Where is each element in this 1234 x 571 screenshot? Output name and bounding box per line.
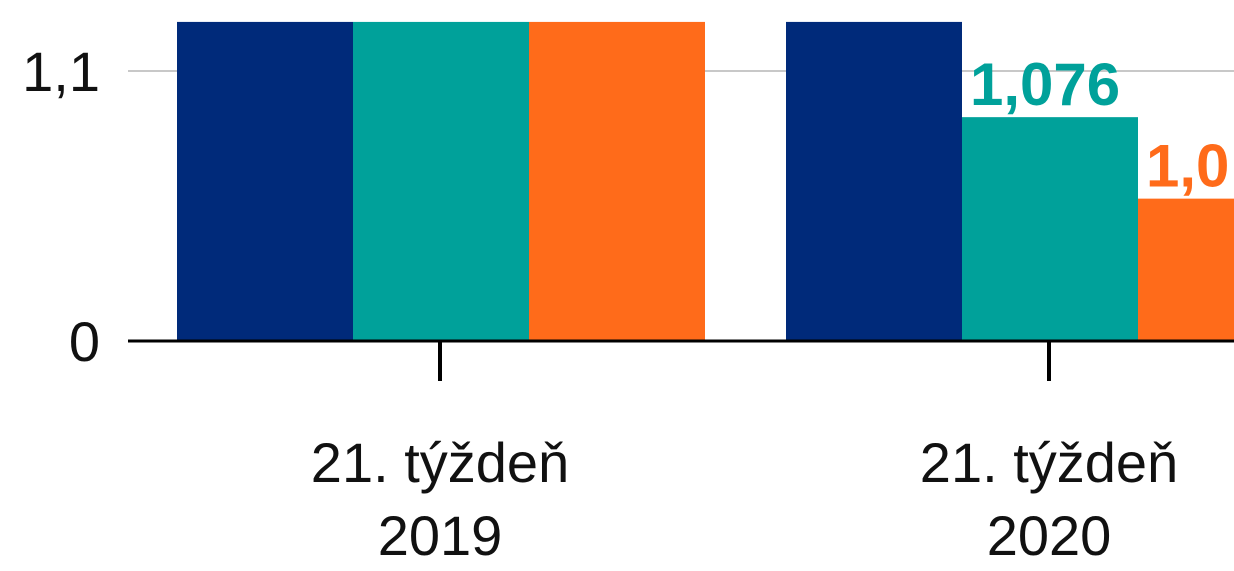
- bar: [962, 117, 1138, 341]
- y-axis-ticks: 01,1: [22, 40, 100, 373]
- bar: [529, 21, 705, 341]
- x-tick-label: 2020: [987, 504, 1112, 567]
- data-label: 1,0: [1146, 133, 1229, 200]
- bar: [786, 21, 962, 341]
- y-tick-label: 1,1: [22, 40, 100, 103]
- bar: [177, 21, 353, 341]
- bar: [1138, 198, 1234, 341]
- x-axis: [128, 339, 1234, 381]
- data-label: 1,076: [970, 51, 1120, 118]
- y-tick-label: 0: [69, 310, 100, 373]
- x-tick-label: 2019: [378, 504, 503, 567]
- x-tick-label: 21. týždeň: [311, 431, 569, 494]
- x-axis-categories: 21. týždeň 2019 21. týždeň 2020: [311, 431, 1178, 567]
- x-tick-label: 21. týždeň: [920, 431, 1178, 494]
- bars: [177, 21, 1234, 341]
- data-labels: 1,076 1,0: [970, 51, 1229, 199]
- bar: [353, 21, 529, 341]
